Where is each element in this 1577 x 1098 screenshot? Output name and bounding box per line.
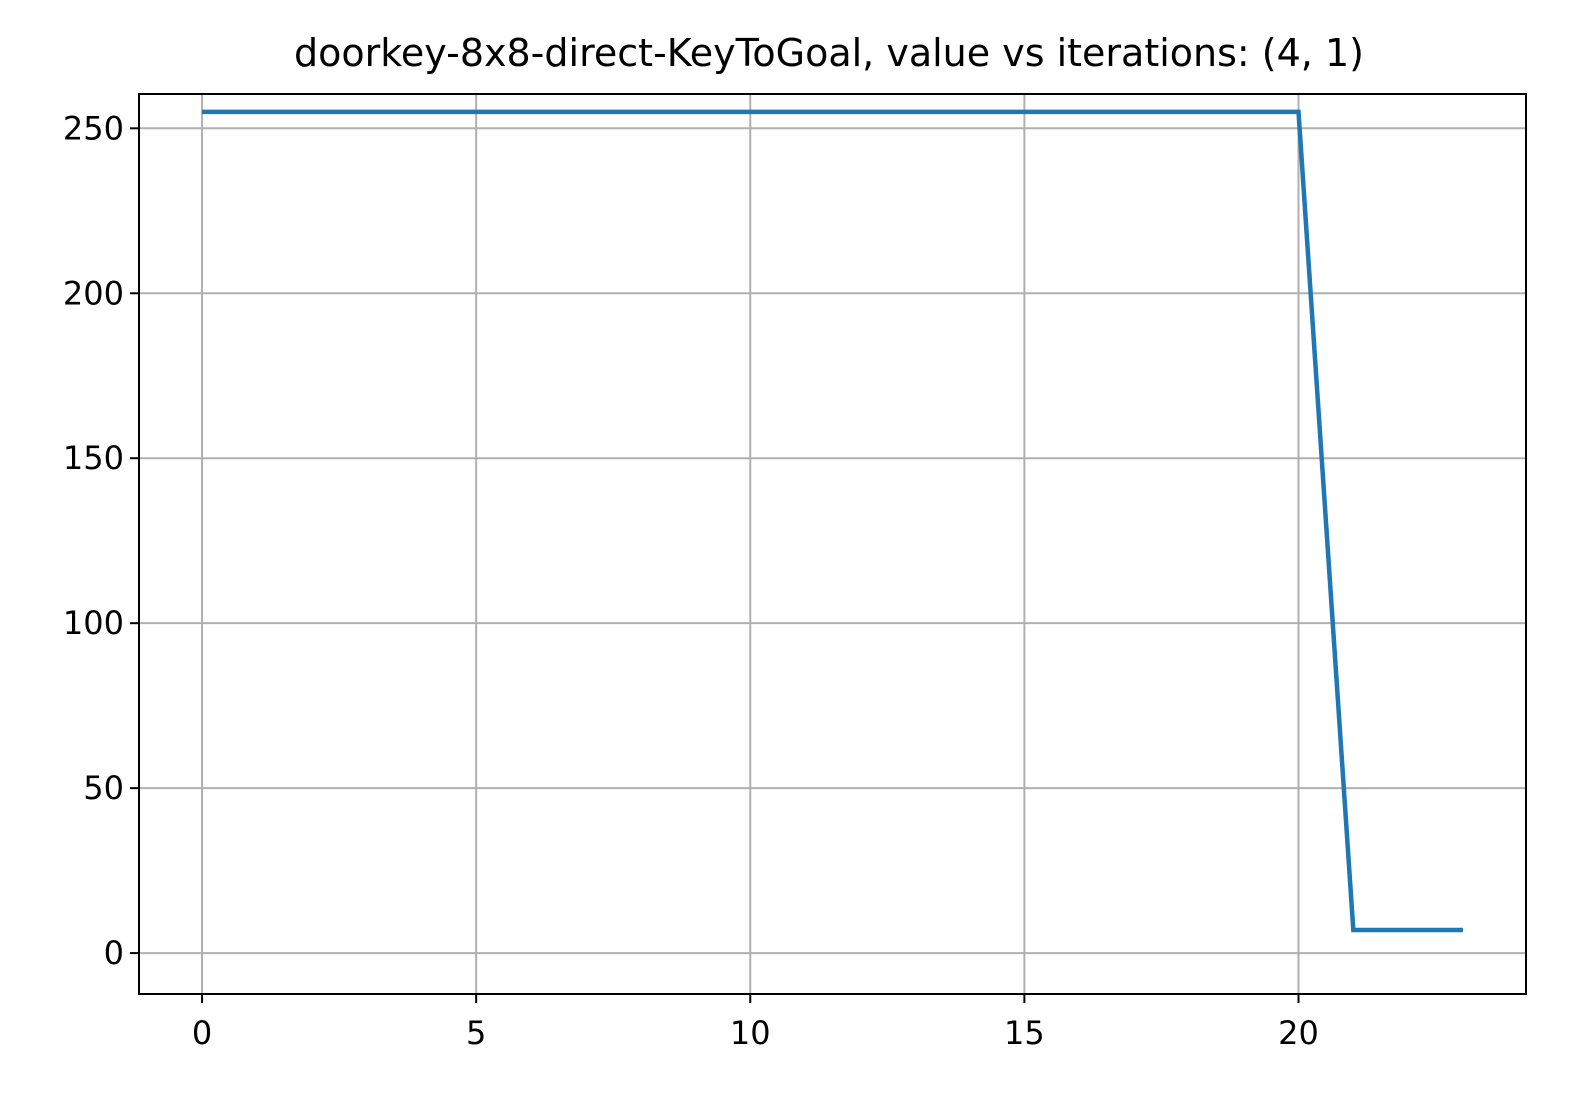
- data-series: [202, 109, 1463, 933]
- y-tick-label: 250: [63, 109, 124, 147]
- series-line-value: [202, 109, 1463, 933]
- y-tick-label: 0: [104, 934, 124, 972]
- y-tick-label: 100: [63, 604, 124, 642]
- plot-area-background: [139, 94, 1526, 994]
- chart-title: doorkey-8x8-direct-KeyToGoal, value vs i…: [294, 31, 1364, 75]
- x-tick-label: 10: [730, 1014, 771, 1052]
- y-tick-label: 200: [63, 274, 124, 312]
- x-tick-label: 20: [1278, 1014, 1319, 1052]
- x-tick-label: 15: [1004, 1014, 1045, 1052]
- axes-frame: [138, 93, 1527, 995]
- y-tick-label: 150: [63, 439, 124, 477]
- y-tick-label: 50: [83, 769, 124, 807]
- x-tick-label: 5: [466, 1014, 486, 1052]
- x-tick-label: 0: [192, 1014, 212, 1052]
- grid-lines: [139, 94, 1526, 994]
